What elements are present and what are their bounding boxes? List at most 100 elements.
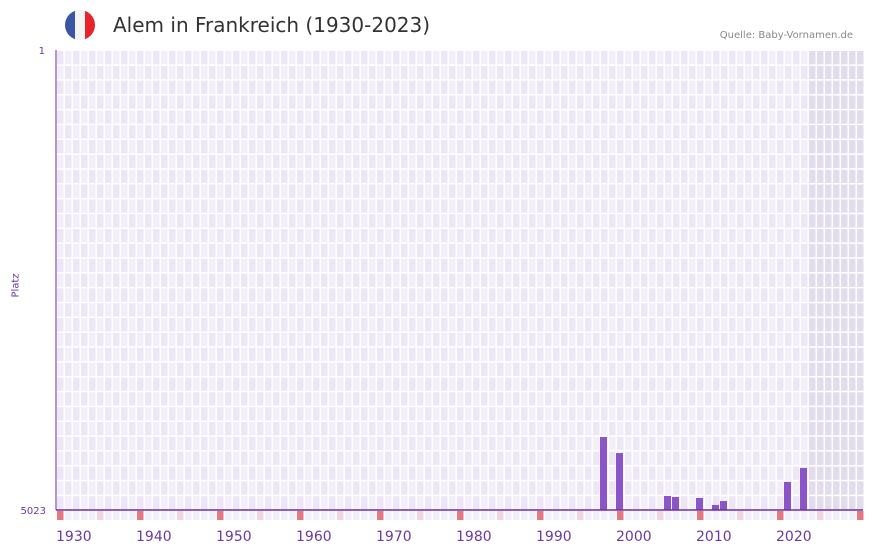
grid-cell xyxy=(161,169,168,184)
grid-cell xyxy=(417,184,424,198)
grid-cell xyxy=(57,332,64,347)
grid-cell xyxy=(401,318,408,332)
grid-cell xyxy=(201,362,208,376)
grid-cell xyxy=(369,481,376,495)
grid-cell xyxy=(105,362,112,376)
grid-cell xyxy=(409,214,416,228)
grid-cell xyxy=(633,65,640,80)
grid-cell xyxy=(761,273,768,287)
grid-cell xyxy=(753,199,760,213)
grid-cell xyxy=(609,184,616,198)
grid-cell xyxy=(625,392,632,406)
grid-cell xyxy=(273,258,280,273)
grid-cell xyxy=(433,377,440,391)
grid-cell xyxy=(153,273,160,287)
grid-cell xyxy=(609,332,616,347)
grid-cell xyxy=(593,436,600,451)
grid-cell xyxy=(625,80,632,95)
grid-cell xyxy=(793,481,800,495)
grid-cell xyxy=(825,214,832,228)
grid-cell xyxy=(145,273,152,287)
grid-cell xyxy=(625,140,632,154)
grid-cell xyxy=(441,421,448,436)
grid-cell xyxy=(505,332,512,347)
grid-cell xyxy=(369,436,376,451)
grid-cell xyxy=(497,466,504,480)
grid-cell xyxy=(81,466,88,480)
grid-cell xyxy=(129,125,136,139)
grid-cell xyxy=(97,303,104,317)
grid-cell xyxy=(377,199,384,213)
grid-cell xyxy=(537,154,544,169)
grid-cell xyxy=(185,65,192,80)
grid-cell xyxy=(89,140,96,154)
grid-cell xyxy=(585,125,592,139)
grid-cell xyxy=(577,199,584,213)
year-marker xyxy=(425,511,432,520)
grid-cell xyxy=(785,229,792,243)
grid-cell xyxy=(649,303,656,317)
grid-cell xyxy=(265,80,272,95)
grid-cell xyxy=(145,51,152,65)
grid-cell xyxy=(105,95,112,109)
grid-cell xyxy=(313,169,320,184)
year-marker xyxy=(609,511,616,520)
source-link[interactable]: Quelle: Baby-Vornamen.de xyxy=(719,30,853,41)
year-marker xyxy=(433,511,440,520)
grid-cell xyxy=(817,184,824,198)
grid-cell xyxy=(809,496,816,510)
grid-cell xyxy=(113,347,120,362)
grid-cell xyxy=(777,229,784,243)
grid-cell xyxy=(665,154,672,169)
year-marker xyxy=(625,511,632,520)
grid-cell xyxy=(393,65,400,80)
grid-cell xyxy=(145,65,152,80)
grid-cell xyxy=(633,140,640,154)
grid-cell xyxy=(57,184,64,198)
grid-cell xyxy=(273,110,280,124)
grid-cell xyxy=(529,303,536,317)
grid-cell xyxy=(81,125,88,139)
grid-cell xyxy=(473,243,480,258)
grid-cell xyxy=(273,140,280,154)
grid-cell xyxy=(257,288,264,302)
grid-cell xyxy=(201,229,208,243)
grid-cell xyxy=(273,407,280,421)
grid-cell xyxy=(353,481,360,495)
grid-cell xyxy=(705,407,712,421)
grid-cell xyxy=(849,169,856,184)
grid-cell xyxy=(297,80,304,95)
grid-cell xyxy=(497,481,504,495)
grid-cell xyxy=(553,466,560,480)
grid-cell xyxy=(529,258,536,273)
grid-cell xyxy=(393,184,400,198)
grid-cell xyxy=(145,80,152,95)
grid-cell xyxy=(657,496,664,510)
grid-cell xyxy=(817,154,824,169)
grid-cell xyxy=(585,392,592,406)
grid-cell xyxy=(353,95,360,109)
grid-cell xyxy=(185,362,192,376)
grid-cell xyxy=(137,421,144,436)
grid-cell xyxy=(345,436,352,451)
grid-cell xyxy=(393,258,400,273)
grid-cell xyxy=(225,80,232,95)
grid-cell xyxy=(857,95,864,109)
grid-cell xyxy=(601,214,608,228)
grid-cell xyxy=(833,184,840,198)
grid-cell xyxy=(425,466,432,480)
grid-cell xyxy=(745,95,752,109)
bar-2000 xyxy=(616,453,623,510)
grid-cell xyxy=(113,243,120,258)
grid-cell xyxy=(849,273,856,287)
grid-cell xyxy=(249,243,256,258)
grid-cell xyxy=(393,169,400,184)
grid-cell xyxy=(689,243,696,258)
grid-cell xyxy=(809,258,816,273)
grid-cell xyxy=(177,95,184,109)
grid-cell xyxy=(761,154,768,169)
grid-cell xyxy=(513,496,520,510)
grid-cell xyxy=(329,347,336,362)
grid-cell xyxy=(449,318,456,332)
grid-cell xyxy=(137,347,144,362)
